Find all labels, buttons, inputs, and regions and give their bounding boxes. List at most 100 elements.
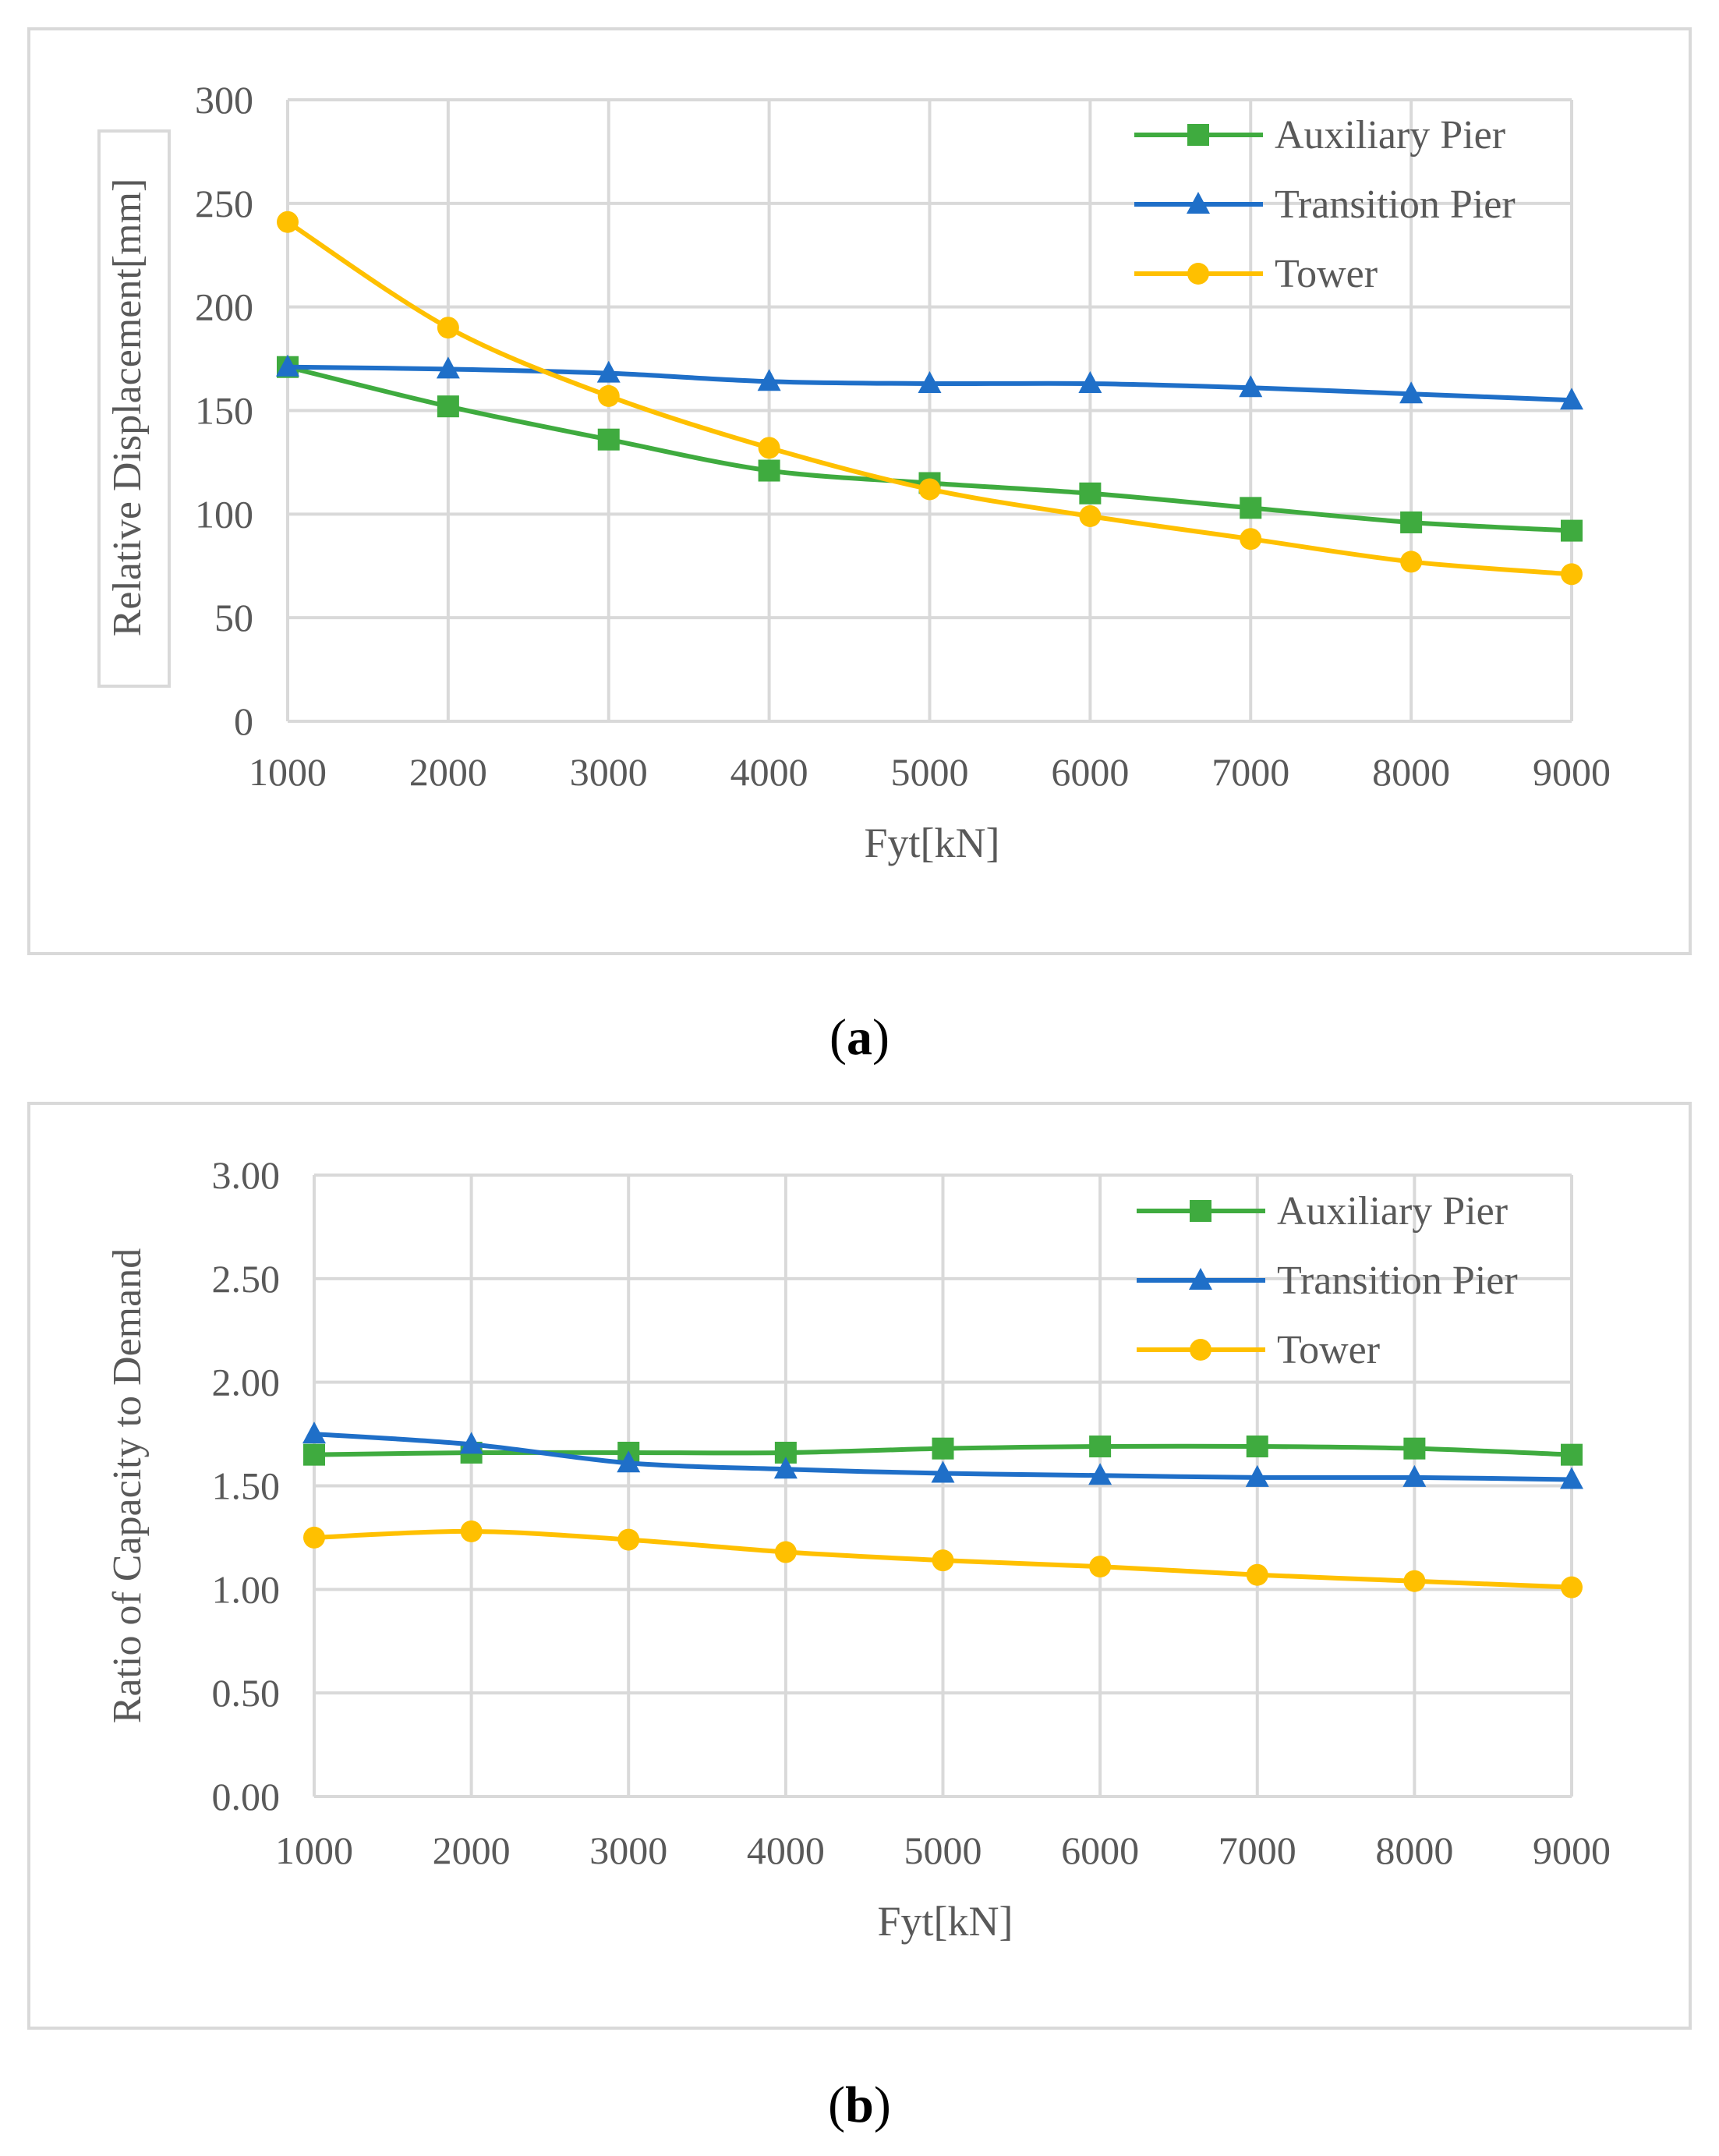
data-point — [302, 1421, 326, 1444]
legend-label: Tower — [1277, 1328, 1380, 1372]
y-tick-label: 1.00 — [212, 1567, 281, 1611]
series-tower — [277, 211, 1583, 586]
data-point — [1245, 1464, 1269, 1487]
legend-marker — [1187, 124, 1209, 146]
data-point — [1560, 1467, 1583, 1489]
chart-a: 0 50 100 150 200 250 300 1000 2000 3000 4000 5000 60… — [97, 78, 1611, 866]
data-point — [617, 1528, 640, 1551]
y-tick-label: 150 — [195, 389, 253, 433]
x-tick-label: 2000 — [433, 1829, 511, 1872]
legend-marker — [1189, 1268, 1212, 1290]
data-point — [1089, 1436, 1112, 1458]
data-point — [617, 1450, 641, 1473]
legend-label: Transition Pier — [1275, 182, 1516, 227]
data-point — [1246, 1436, 1268, 1458]
data-point — [437, 395, 459, 418]
data-point — [1089, 1556, 1112, 1578]
legend-b: Auxiliary Pier Transition Pier Tower — [1137, 1189, 1518, 1372]
x-tick-label: 9000 — [1533, 1829, 1611, 1872]
y-axis-label-box — [97, 129, 171, 688]
data-point — [932, 1549, 954, 1572]
data-point — [1239, 375, 1263, 398]
y-tick-label: 50 — [214, 596, 253, 639]
series-auxiliary-pier — [303, 1436, 1583, 1466]
y-tick-label: 250 — [195, 182, 253, 225]
data-point — [932, 1437, 954, 1460]
x-tick-label: 4000 — [747, 1829, 825, 1872]
x-tick-label: 7000 — [1219, 1829, 1296, 1872]
x-tick-label: 8000 — [1375, 1829, 1453, 1872]
y-axis-label: Ratio of Capacity to Demand — [105, 1248, 150, 1723]
data-point — [597, 384, 620, 407]
y-tick-label: 3.00 — [212, 1153, 281, 1197]
x-tick-label: 3000 — [570, 750, 648, 794]
gridlines-a — [286, 98, 1573, 723]
data-point — [1561, 1443, 1583, 1466]
data-point — [757, 369, 781, 391]
data-point — [437, 317, 459, 339]
data-point — [1240, 528, 1262, 551]
data-point — [1403, 1570, 1426, 1592]
legend-label: Auxiliary Pier — [1275, 113, 1505, 158]
x-tick-label: 9000 — [1533, 750, 1611, 794]
y-tick-label: 0.00 — [212, 1775, 281, 1818]
x-tick-label: 3000 — [589, 1829, 667, 1872]
x-tick-label: 5000 — [891, 750, 969, 794]
data-point — [1561, 563, 1583, 586]
data-point — [774, 1541, 797, 1563]
data-point — [1561, 519, 1583, 542]
x-tick-label: 6000 — [1051, 750, 1129, 794]
data-point — [758, 459, 780, 482]
y-tick-label: 200 — [195, 285, 253, 329]
data-point — [1088, 1463, 1112, 1485]
data-point — [1079, 482, 1102, 504]
data-point — [773, 1457, 798, 1479]
data-point — [1399, 381, 1424, 404]
data-point — [1561, 1576, 1583, 1598]
data-point — [1240, 497, 1262, 519]
data-point — [918, 370, 942, 393]
data-point — [1402, 1464, 1427, 1487]
legend-marker — [1190, 1339, 1211, 1361]
chart-b: 0.00 0.50 1.00 1.50 2.00 2.50 3.00 1000 2000 3000… — [105, 1153, 1611, 1945]
x-tick-label: 8000 — [1372, 750, 1450, 794]
data-point — [276, 354, 299, 377]
series-transition-pier — [276, 354, 1583, 410]
data-point — [931, 1460, 955, 1483]
x-tick-label: 7000 — [1211, 750, 1289, 794]
x-tick-label: 2000 — [409, 750, 487, 794]
legend-label: Tower — [1275, 252, 1378, 296]
chart-panel-a — [27, 27, 1692, 955]
data-point — [277, 211, 299, 233]
legend-marker — [1187, 263, 1209, 285]
x-tick-label: 4000 — [730, 750, 808, 794]
data-point — [918, 478, 941, 501]
x-tick-label: 1000 — [249, 750, 327, 794]
y-tick-label: 2.00 — [212, 1361, 281, 1404]
data-point — [597, 428, 620, 451]
data-point — [1079, 504, 1102, 527]
data-point — [1400, 551, 1423, 573]
data-point — [303, 1443, 325, 1466]
data-point — [1400, 511, 1423, 533]
data-point — [596, 360, 621, 383]
data-point — [459, 1432, 483, 1454]
x-tick-label: 6000 — [1061, 1829, 1139, 1872]
y-tick-label: 100 — [195, 492, 253, 536]
data-point — [758, 437, 780, 459]
data-point — [1560, 388, 1583, 410]
y-tick-label: 300 — [195, 78, 253, 122]
caption-a: (a) — [829, 1009, 890, 1066]
data-point — [303, 1526, 325, 1549]
data-point — [1403, 1437, 1426, 1460]
y-tick-label: 0.50 — [212, 1671, 281, 1715]
caption-b: (b) — [828, 2076, 891, 2133]
legend-label: Transition Pier — [1277, 1259, 1518, 1303]
y-axis-label: Relative Displacement[mm] — [105, 179, 150, 637]
x-tick-label: 5000 — [904, 1829, 982, 1872]
data-point — [460, 1520, 483, 1542]
y-tick-label: 2.50 — [212, 1257, 281, 1301]
legend-a: Auxiliary Pier Transition Pier Tower — [1134, 113, 1516, 296]
series-transition-pier — [302, 1421, 1583, 1489]
